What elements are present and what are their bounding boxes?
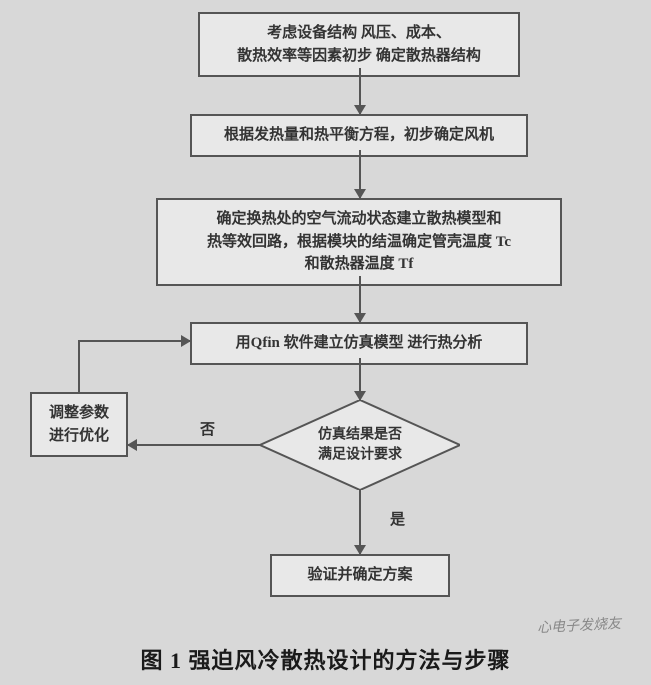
node-text: 考虑设备结构 风压、成本、: [267, 25, 451, 41]
feedback-arrowhead-holder: [180, 340, 190, 342]
label-no: 否: [200, 418, 215, 439]
flowchart-container: 考虑设备结构 风压、成本、 散热效率等因素初步 确定散热器结构 根据发热量和热平…: [0, 0, 651, 620]
arrow-1-2: [359, 68, 361, 114]
node-text: 和散热器温度 Tf: [305, 256, 414, 272]
arrow-2-3: [359, 150, 361, 198]
node-thermal-model: 确定换热处的空气流动状态建立散热模型和 热等效回路，根据模块的结温确定管壳温度 …: [156, 198, 562, 286]
label-yes: 是: [390, 508, 405, 529]
node-text: 用Qfin 软件建立仿真模型 进行热分析: [236, 335, 483, 351]
watermark: 心电子发烧友: [537, 613, 622, 637]
node-verify-confirm: 验证并确定方案: [270, 554, 450, 597]
feedback-vertical: [78, 340, 80, 392]
node-text: 调整参数: [49, 405, 109, 421]
node-text: 确定换热处的空气流动状态建立散热模型和: [216, 211, 501, 227]
figure-caption: 图 1 强迫风冷散热设计的方法与步骤: [0, 643, 651, 675]
node-text: 进行优化: [49, 428, 109, 444]
arrow-yes: [359, 490, 361, 554]
node-optimize-params: 调整参数 进行优化: [30, 392, 128, 457]
arrow-4-d: [359, 358, 361, 400]
node-text: 验证并确定方案: [307, 567, 412, 583]
node-text: 散热效率等因素初步 确定散热器结构: [237, 48, 481, 64]
node-text: 根据发热量和热平衡方程，初步确定风机: [224, 127, 494, 143]
decision-meets-requirements: 仿真结果是否 满足设计要求: [260, 400, 460, 490]
feedback-horizontal: [78, 340, 180, 342]
decision-text: 仿真结果是否 满足设计要求: [290, 425, 430, 464]
node-text: 热等效回路，根据模块的结温确定管壳温度 Tc: [207, 234, 511, 250]
arrow-no: [128, 444, 260, 446]
arrow-3-4: [359, 276, 361, 322]
